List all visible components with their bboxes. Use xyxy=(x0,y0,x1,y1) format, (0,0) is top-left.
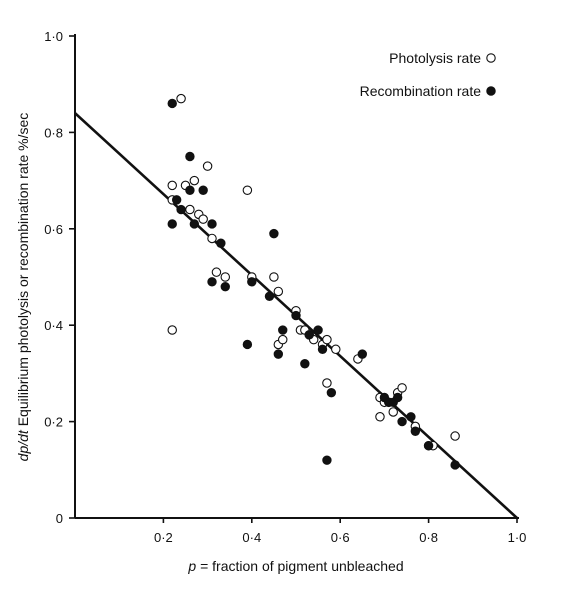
y-tick-label: 0·8 xyxy=(44,125,63,140)
x-axis-title: = fraction of pigment unbleached xyxy=(200,558,404,574)
photolysis-point xyxy=(322,334,332,345)
recombination-point xyxy=(357,349,367,359)
recombination-point xyxy=(300,359,310,369)
recombination-point xyxy=(304,330,314,340)
photolysis-point xyxy=(397,383,407,393)
legend: Photolysis rate Recombination rate xyxy=(360,50,496,99)
recombination-point xyxy=(242,339,253,350)
photolysis-point xyxy=(185,204,195,215)
recombination-point xyxy=(176,204,186,215)
y-tick-label: 0·4 xyxy=(44,318,63,333)
recombination-point xyxy=(322,455,332,465)
photolysis-point xyxy=(211,267,222,277)
recombination-point xyxy=(397,416,407,427)
recombination-point xyxy=(220,281,230,292)
recombination-point xyxy=(313,325,323,335)
recombination-point xyxy=(264,291,275,301)
recombination-point xyxy=(291,310,301,321)
recombination-point xyxy=(167,98,177,109)
recombination-point xyxy=(207,219,217,229)
recombination-point xyxy=(423,441,434,451)
photolysis-point xyxy=(207,233,217,244)
x-axis-label: p = fraction of pigment unbleached xyxy=(187,558,403,574)
legend-label: Recombination rate xyxy=(360,83,482,99)
photolysis-point xyxy=(450,431,460,441)
data-points xyxy=(167,93,460,470)
x-tick-label: 0·8 xyxy=(419,530,438,545)
photolysis-point xyxy=(198,214,208,224)
recombination-point xyxy=(406,412,416,422)
axes: 0 0·2 0·4 0·6 0·8 1·0 0·2 0·4 0·6 0·8 1·0 xyxy=(44,29,526,545)
photolysis-point xyxy=(269,272,279,282)
photolysis-point xyxy=(202,161,213,171)
photolysis-point xyxy=(167,325,177,335)
photolysis-point xyxy=(277,334,288,345)
recombination-point xyxy=(273,349,284,359)
photolysis-point xyxy=(322,378,332,388)
photolysis-point xyxy=(273,286,284,297)
photolysis-point xyxy=(242,185,253,195)
y-tick-label: 0·2 xyxy=(44,415,63,430)
y-tick-label: 0 xyxy=(56,511,63,526)
recombination-point xyxy=(326,387,337,398)
photolysis-point xyxy=(176,93,186,104)
recombination-point xyxy=(410,426,421,436)
legend-label: Photolysis rate xyxy=(389,50,481,66)
recombination-point xyxy=(185,185,195,195)
recombination-point xyxy=(185,151,195,162)
photolysis-point xyxy=(331,344,341,355)
recombination-point xyxy=(450,460,460,470)
recombination-point xyxy=(171,195,182,205)
recombination-point xyxy=(207,277,217,287)
recombination-point xyxy=(247,277,257,287)
x-axis-symbol: p xyxy=(187,558,200,574)
recombination-point xyxy=(189,219,200,229)
recombination-point xyxy=(317,344,328,354)
photolysis-point xyxy=(167,180,177,191)
y-axis-unit: %/sec xyxy=(15,113,31,151)
legend-marker-photolysis xyxy=(486,53,496,63)
recombination-point xyxy=(198,185,208,195)
recombination-point xyxy=(392,392,403,403)
x-tick-label: 0·6 xyxy=(331,530,350,545)
x-tick-label: 1·0 xyxy=(508,530,527,545)
x-tick-label: 0·4 xyxy=(242,530,261,545)
photolysis-point xyxy=(189,175,200,186)
y-axis-title: Equilibrium photolysis or recombination … xyxy=(15,151,31,426)
photolysis-point xyxy=(375,412,385,422)
y-axis-label: dp/dt Equilibrium photolysis or recombin… xyxy=(15,113,31,462)
recombination-point xyxy=(167,219,177,229)
recombination-point xyxy=(278,325,288,335)
recombination-point xyxy=(216,238,226,248)
photolysis-point xyxy=(220,272,231,282)
x-tick-label: 0·2 xyxy=(154,530,173,545)
legend-marker-recombination xyxy=(486,86,496,96)
y-axis-symbol: dp/dt xyxy=(15,426,31,461)
y-tick-label: 0·6 xyxy=(44,222,63,237)
axis-labels: p = fraction of pigment unbleached dp/dt … xyxy=(15,113,404,574)
y-tick-label: 1·0 xyxy=(44,29,63,44)
photolysis-point xyxy=(388,407,398,417)
recombination-point xyxy=(269,228,279,239)
